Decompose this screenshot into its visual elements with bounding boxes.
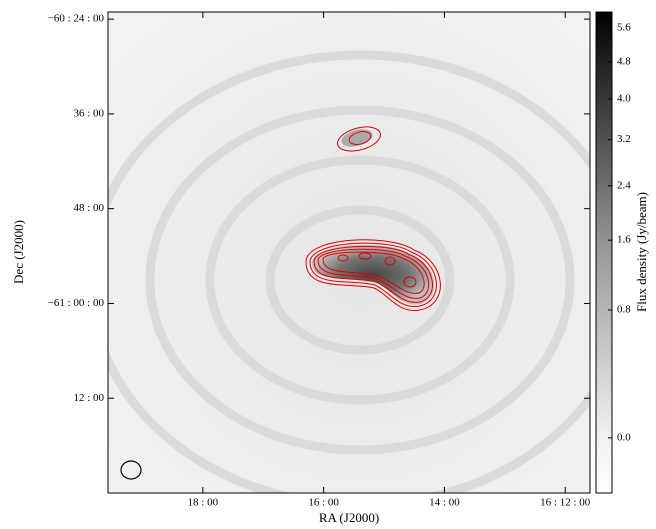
colorbar xyxy=(595,11,613,494)
plot-frame xyxy=(107,11,591,494)
contours xyxy=(305,126,441,311)
y-tick-label: 12 : 00 xyxy=(73,392,104,404)
y-tick-label: −61 : 00 : 00 xyxy=(48,297,105,309)
x-axis-label: RA (J2000) xyxy=(319,510,379,525)
y-tick-label: 48 : 00 xyxy=(73,202,104,214)
x-tick-label: 16 : 12 : 00 xyxy=(540,497,591,509)
colorbar-tick-label: 0.0 xyxy=(617,431,631,443)
colorbar-tick-label: 4.0 xyxy=(617,93,631,105)
beam xyxy=(120,460,142,480)
colorbar-tick-label: 1.6 xyxy=(617,234,631,246)
x-tick-label: 16 : 00 xyxy=(308,497,339,509)
colorbar-tick-label: 5.6 xyxy=(617,22,631,34)
colorbar-tick-label: 3.2 xyxy=(617,133,631,145)
x-tick-label: 18 : 00 xyxy=(188,497,219,509)
colorbar-label: Flux density (Jy/beam) xyxy=(634,192,649,312)
y-tick-label: −60 : 24 : 00 xyxy=(48,13,105,25)
y-tick-label: 36 : 00 xyxy=(73,107,104,119)
x-tick-label: 14 : 00 xyxy=(429,497,460,509)
colorbar-tick-label: 4.8 xyxy=(617,56,631,68)
colorbar-tick-label: 2.4 xyxy=(617,179,631,191)
y-axis-label: Dec (J2000) xyxy=(11,220,26,284)
image xyxy=(108,12,590,493)
colorbar-tick-label: 0.8 xyxy=(617,304,631,316)
